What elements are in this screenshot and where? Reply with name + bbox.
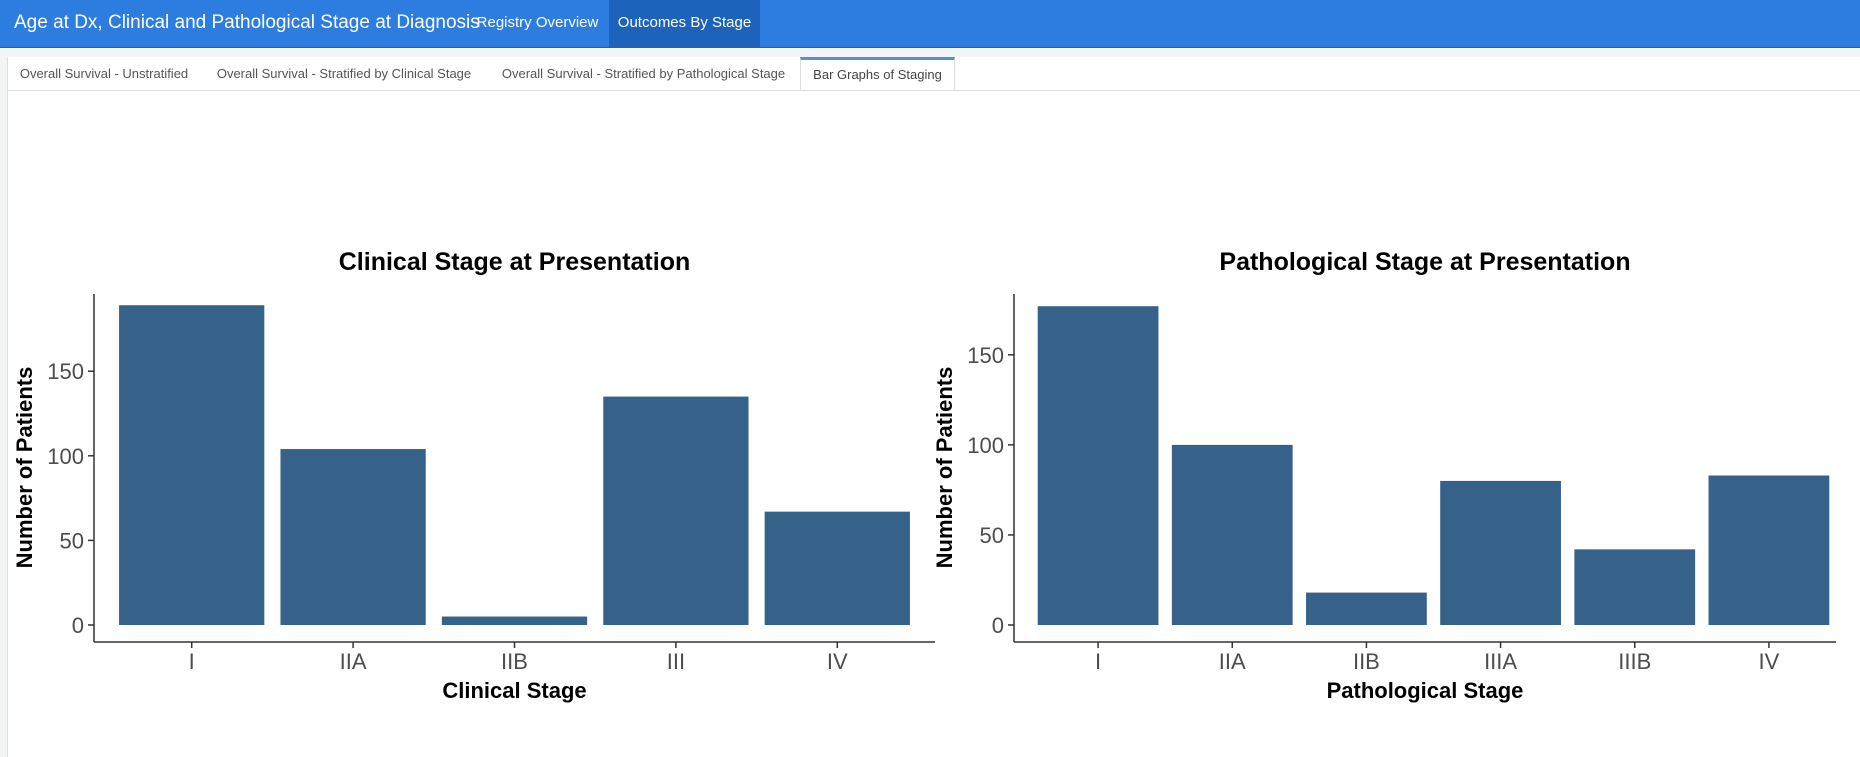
pathological-chart-title: Pathological Stage at Presentation [1219,248,1630,276]
pathological-bar-i [1037,306,1159,625]
nav-registry-overview[interactable]: Registry Overview [476,14,599,31]
clinical-x-axis-label: Clinical Stage [442,678,586,703]
tab-bar-graphs-of-staging[interactable]: Bar Graphs of Staging [800,57,955,90]
pathological-x-tick-label: IV [1759,649,1780,674]
pathological-x-tick-label: IIIA [1484,649,1517,674]
clinical-y-tick-label: 150 [47,359,84,384]
pathological-bar-iia [1171,444,1293,625]
tab-survival-by-clinical-stage[interactable]: Overall Survival - Stratified by Clinica… [216,66,472,81]
clinical-y-axis-label: Number of Patients [12,367,37,569]
app-title[interactable]: Age at Dx, Clinical and Pathological Sta… [14,12,480,33]
clinical-stage-chart: Clinical Stage at Presentation I IIA IIB III… [12,248,935,703]
pathological-bar-iib [1306,592,1427,625]
pathological-x-tick-label: IIB [1353,649,1380,674]
clinical-bar-iia [280,449,426,625]
pathological-y-tick-label: 150 [967,343,1004,368]
clinical-x-tick-label: IV [827,649,848,674]
pathological-y-axis-label: Number of Patients [932,367,957,569]
pathological-y-tick-label: 50 [980,523,1004,548]
pathological-bar-iiib [1574,549,1696,625]
pathological-y-tick-label: 0 [992,613,1004,638]
tab-bar: Overall Survival - Unstratified Overall … [7,57,1860,91]
clinical-x-tick-label: IIB [501,649,528,674]
tab-survival-by-pathological-stage[interactable]: Overall Survival - Stratified by Patholo… [501,66,786,81]
clinical-x-tick-label: I [189,649,195,674]
clinical-x-tick-label: IIA [340,649,367,674]
pathological-x-tick-label: IIA [1219,649,1246,674]
nav-outcomes-by-stage[interactable]: Outcomes By Stage [609,0,760,47]
pathological-x-tick-label: IIIB [1618,649,1651,674]
top-navbar: Age at Dx, Clinical and Pathological Sta… [0,0,1860,48]
clinical-x-tick-label: III [667,649,685,674]
tab-overall-survival-unstratified[interactable]: Overall Survival - Unstratified [19,66,189,81]
clinical-y-tick-label: 100 [47,444,84,469]
pathological-x-axis-label: Pathological Stage [1327,678,1524,703]
tab-content-panel [7,57,1860,757]
clinical-y-tick-label: 0 [72,613,84,638]
clinical-bar-i [119,305,265,625]
clinical-y-tick-label: 50 [60,528,84,553]
clinical-chart-title: Clinical Stage at Presentation [339,248,691,276]
pathological-bar-iiia [1440,480,1561,625]
pathological-x-tick-label: I [1095,649,1101,674]
clinical-bar-iv [764,511,910,625]
clinical-bar-iii [603,396,749,625]
pathological-y-tick-label: 100 [967,433,1004,458]
pathological-bar-iv [1708,475,1830,625]
clinical-bar-iib [441,616,588,625]
